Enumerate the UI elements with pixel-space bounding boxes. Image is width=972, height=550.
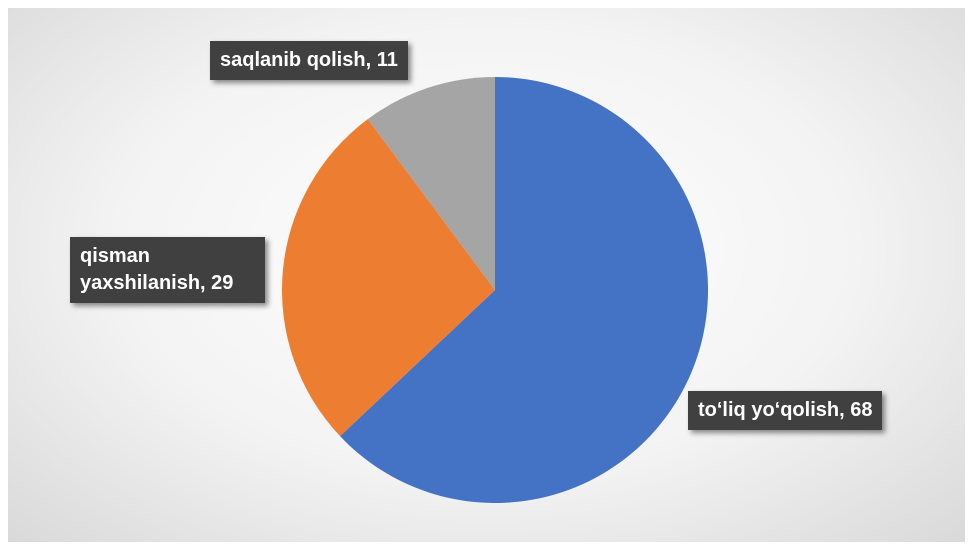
data-label: to‘liq yo‘qolish, 68 bbox=[688, 391, 883, 430]
pie-slice bbox=[281, 119, 495, 437]
data-label: qisman yaxshilanish, 29 bbox=[70, 237, 265, 303]
pie-slice bbox=[367, 77, 495, 290]
pie-slice bbox=[340, 77, 708, 503]
data-label: saqlanib qolish, 11 bbox=[210, 41, 408, 80]
